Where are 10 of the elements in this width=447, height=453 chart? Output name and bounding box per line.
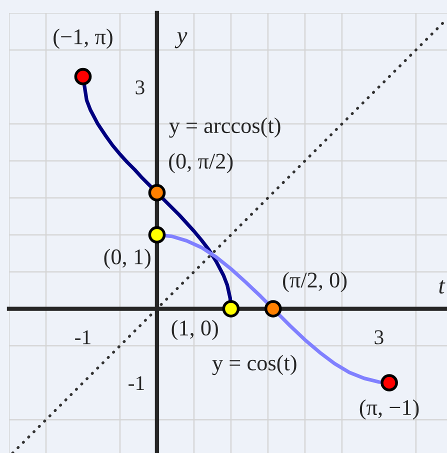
annotation: (0, π/2) [169, 153, 233, 174]
annotation: (0, 1) [104, 248, 150, 269]
x-axis-title: t [439, 280, 446, 294]
annotation: (−1, π) [54, 28, 112, 49]
series-label: y = cos(t) [212, 354, 296, 376]
y-axis-title: y [174, 32, 188, 48]
text: y = arccos(t) [169, 118, 280, 138]
annotation: (π/2, 0) [283, 272, 347, 292]
annotation: (π, −1) [360, 399, 419, 420]
annotation: (1, 0) [172, 320, 218, 340]
